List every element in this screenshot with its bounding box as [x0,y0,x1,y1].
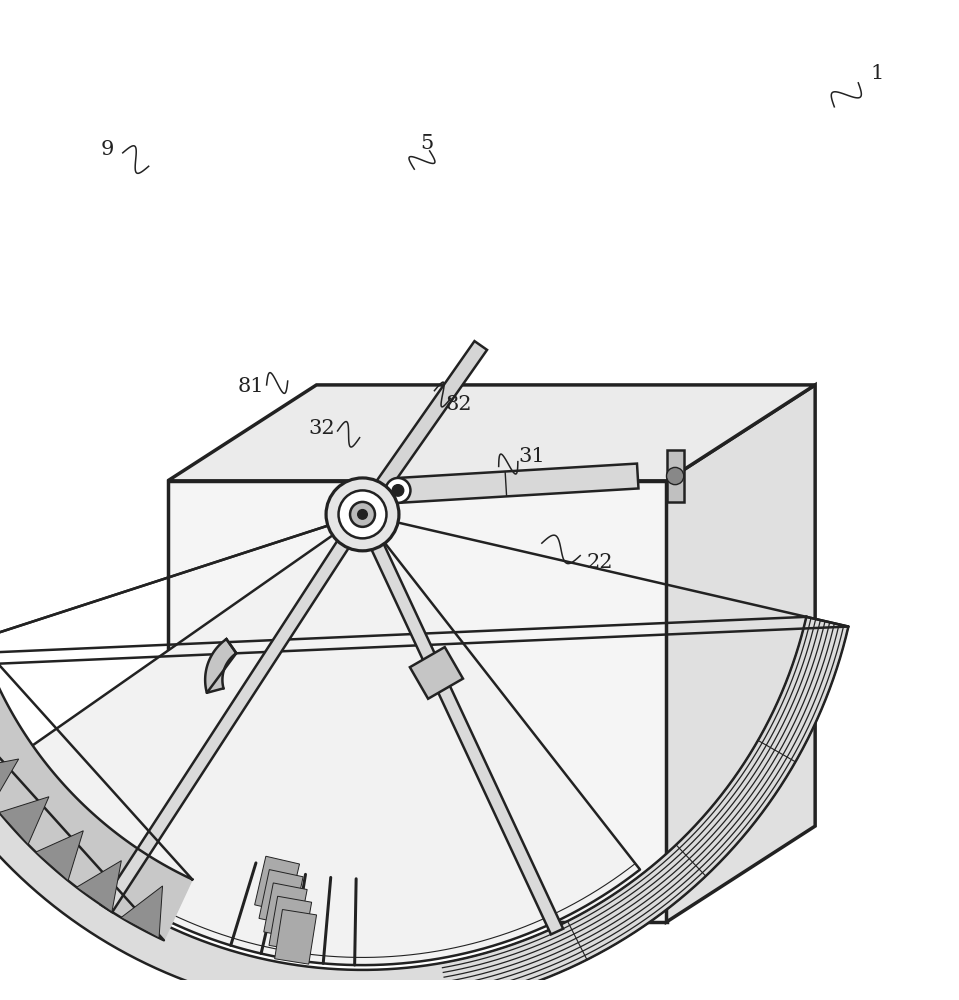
Polygon shape [0,646,193,940]
Polygon shape [168,481,667,922]
Polygon shape [168,385,815,481]
Circle shape [392,485,404,496]
Polygon shape [356,341,487,519]
Polygon shape [101,511,368,912]
Text: 31: 31 [519,447,546,466]
Polygon shape [357,512,563,934]
Polygon shape [397,464,639,503]
Polygon shape [0,514,640,965]
Circle shape [350,502,375,527]
Polygon shape [409,647,463,699]
Circle shape [326,478,399,551]
Polygon shape [0,617,849,1000]
Polygon shape [274,910,316,964]
Text: 5: 5 [420,134,433,153]
Text: 32: 32 [308,419,335,438]
Text: 81: 81 [238,377,265,396]
Polygon shape [667,450,684,502]
Polygon shape [667,385,815,922]
Circle shape [386,478,410,503]
Polygon shape [0,797,49,845]
Polygon shape [35,831,83,881]
Text: 22: 22 [586,553,613,572]
Circle shape [358,510,367,519]
Polygon shape [77,861,122,912]
Polygon shape [121,886,162,938]
Circle shape [667,467,684,485]
Polygon shape [264,883,307,938]
Polygon shape [0,759,18,804]
Text: 82: 82 [445,395,472,414]
Circle shape [339,490,386,538]
Polygon shape [205,639,236,693]
Text: 9: 9 [101,140,114,159]
Polygon shape [269,896,312,951]
Text: 1: 1 [871,64,884,83]
Polygon shape [255,856,299,913]
Polygon shape [259,870,303,926]
